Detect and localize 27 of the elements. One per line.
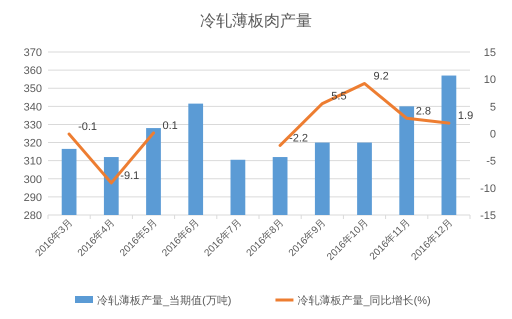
data-label: -9.1 [120, 170, 140, 182]
y-tick-label: 280 [24, 210, 42, 222]
legend-label: 冷轧薄板产量_同比增长(%) [297, 294, 431, 307]
data-label: 2.8 [416, 105, 431, 118]
data-label: 1.9 [458, 110, 474, 122]
y-tick-label: 370 [24, 47, 42, 59]
data-label: -0.1 [78, 121, 98, 134]
data-label: -2.2 [289, 132, 308, 144]
y2-tick-label: 0 [490, 128, 496, 140]
y-tick-label: 360 [24, 65, 42, 78]
legend-label: 冷轧薄板产量_当期值(万吨) [97, 294, 232, 307]
y-tick-label: 330 [24, 119, 42, 132]
chart-title: 冷轧薄板肉产量 [200, 12, 312, 30]
data-label: 9.2 [374, 70, 389, 83]
y-tick-label: 290 [24, 192, 42, 204]
y2-tick-label: -15 [480, 210, 496, 222]
y-tick-label: 320 [24, 138, 42, 150]
y2-tick-label: 10 [484, 74, 496, 86]
y2-tick-label: 5 [490, 101, 496, 114]
y2-tick-label: 15 [484, 47, 496, 59]
y-tick-label: 340 [24, 101, 42, 114]
y-tick-label: 310 [24, 156, 42, 168]
y-tick-label: 350 [24, 83, 42, 96]
y2-tick-label: -5 [486, 156, 496, 168]
y-tick-label: 300 [24, 174, 42, 186]
data-label: 0.1 [162, 120, 178, 132]
y2-tick-label: -10 [480, 182, 496, 195]
